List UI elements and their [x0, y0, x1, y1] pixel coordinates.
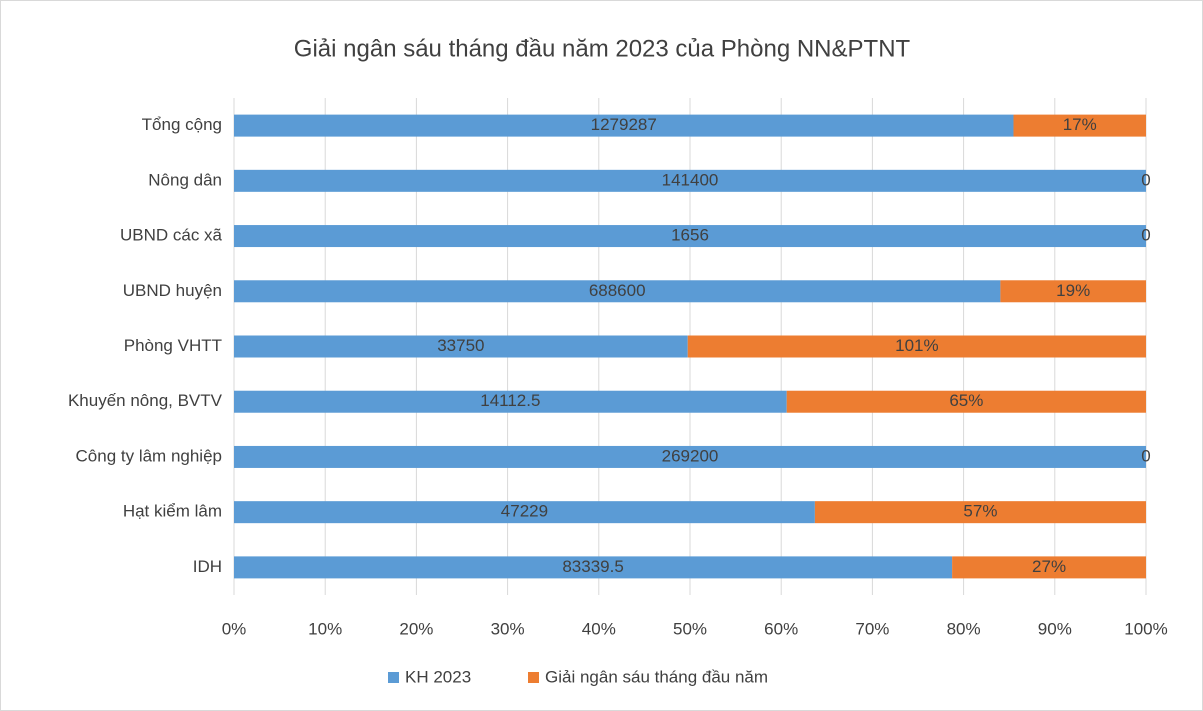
- x-tick-label: 100%: [1124, 619, 1167, 638]
- data-label: 19%: [1056, 281, 1090, 300]
- bar: [234, 114, 1014, 137]
- bar: [234, 169, 1146, 192]
- x-tick-label: 80%: [947, 619, 981, 638]
- x-tick-label: 70%: [855, 619, 889, 638]
- bar: [687, 335, 1146, 358]
- data-label: 17%: [1063, 115, 1097, 134]
- y-tick-label: IDH: [193, 557, 222, 576]
- data-label: 0: [1141, 226, 1150, 245]
- y-tick-label: Công ty lâm nghiệp: [76, 446, 222, 465]
- data-label: 14112.5: [480, 391, 540, 410]
- bar: [234, 556, 953, 579]
- legend-swatch: [388, 672, 399, 683]
- data-label: 269200: [662, 446, 719, 465]
- data-label: 688600: [589, 281, 646, 300]
- x-tick-label: 50%: [673, 619, 707, 638]
- data-label: 1656: [671, 226, 709, 245]
- bar: [234, 501, 815, 524]
- y-tick-label: Tổng cộng: [142, 115, 222, 134]
- data-label: 33750: [437, 336, 484, 355]
- bar: [234, 280, 1001, 303]
- legend-label: KH 2023: [405, 667, 471, 686]
- x-tick-label: 30%: [491, 619, 525, 638]
- data-label: 57%: [963, 502, 997, 521]
- legend-swatch: [528, 672, 539, 683]
- data-label: 83339.5: [562, 557, 623, 576]
- data-label: 1279287: [591, 115, 657, 134]
- bar: [952, 556, 1146, 579]
- bar: [234, 225, 1146, 248]
- x-tick-label: 40%: [582, 619, 616, 638]
- y-tick-label: Nông dân: [148, 170, 222, 189]
- data-label: 65%: [949, 391, 983, 410]
- y-tick-label: Khuyến nông, BVTV: [68, 391, 223, 410]
- bar: [234, 390, 787, 413]
- x-tick-label: 20%: [399, 619, 433, 638]
- data-label: 101%: [895, 336, 938, 355]
- x-tick-label: 0%: [222, 619, 247, 638]
- x-tick-label: 10%: [308, 619, 342, 638]
- bar: [814, 501, 1146, 524]
- x-tick-label: 60%: [764, 619, 798, 638]
- legend-label: Giải ngân sáu tháng đầu năm: [545, 667, 768, 686]
- bar: [786, 390, 1146, 413]
- bar: [1013, 114, 1146, 137]
- y-tick-label: UBND huyện: [123, 281, 222, 300]
- bar: [1000, 280, 1146, 303]
- data-label: 47229: [501, 502, 548, 521]
- data-label: 0: [1141, 446, 1150, 465]
- chart-title: Giải ngân sáu tháng đầu năm 2023 của Phò…: [294, 35, 911, 62]
- data-label: 141400: [662, 170, 719, 189]
- y-tick-label: UBND các xã: [120, 226, 223, 245]
- data-label: 27%: [1032, 557, 1066, 576]
- data-label: 0: [1141, 170, 1150, 189]
- y-tick-label: Hạt kiểm lâm: [123, 502, 222, 521]
- bar: [234, 445, 1146, 468]
- x-tick-label: 90%: [1038, 619, 1072, 638]
- bar: [234, 335, 688, 358]
- y-tick-label: Phòng VHTT: [124, 336, 222, 355]
